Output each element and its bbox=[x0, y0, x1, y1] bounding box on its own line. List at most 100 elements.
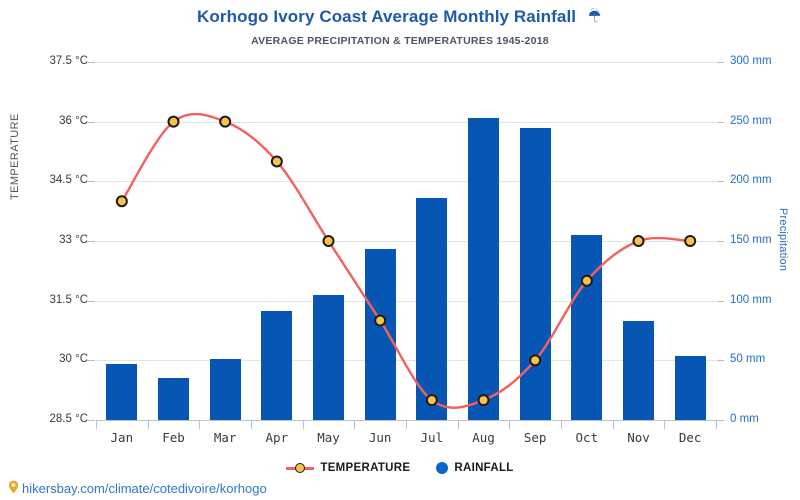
rainfall-bar[interactable] bbox=[468, 118, 499, 420]
y-axis-right-tick bbox=[717, 121, 724, 123]
temperature-point[interactable]: Jan: 34 °C bbox=[115, 195, 128, 208]
rainfall-bar[interactable] bbox=[571, 235, 603, 420]
y-axis-left-tick-label: 30 °C bbox=[59, 353, 88, 366]
y-axis-right-tick-label: 300 mm bbox=[730, 55, 772, 67]
y-axis-left-tick bbox=[88, 300, 95, 302]
rain-umbrella-icon bbox=[586, 8, 603, 30]
plot-area: Jan: 34 °C Feb: 36 °C Mar: 36 °C Apr: 35 °C… bbox=[88, 62, 724, 421]
y-axis-left-tick-label: 34.5 °C bbox=[49, 174, 88, 187]
x-axis-tick-label: Nov bbox=[627, 430, 650, 445]
x-axis-tick-label: Aug bbox=[472, 430, 495, 445]
x-axis-tick bbox=[96, 420, 97, 429]
gridline bbox=[96, 241, 716, 242]
source-link[interactable]: hikersbay.com/climate/cotedivoire/korhog… bbox=[8, 480, 267, 497]
legend-item-temperature[interactable]: TEMPERATURE bbox=[286, 462, 410, 474]
x-axis-tick bbox=[561, 420, 562, 429]
y-axis-right-tick-label: 0 mm bbox=[730, 413, 759, 425]
y-axis-right-tick-label: 50 mm bbox=[730, 353, 766, 366]
temperature-point[interactable]: Jun: 31 °C bbox=[374, 314, 387, 327]
y-axis-left-tick bbox=[88, 420, 95, 421]
temperature-point[interactable]: Aug: 29 °C bbox=[477, 394, 490, 407]
rainfall-bar[interactable] bbox=[261, 311, 293, 420]
y-axis-left-tick-label: 36 °C bbox=[59, 114, 88, 127]
legend-item-rainfall[interactable]: RAINFALL bbox=[436, 462, 513, 474]
x-axis-tick-label: Apr bbox=[265, 430, 289, 445]
x-axis-tick bbox=[199, 420, 201, 429]
legend-rainfall-label: RAINFALL bbox=[454, 462, 514, 474]
x-axis-tick bbox=[406, 420, 407, 429]
y-axis-right-tick-label: 250 mm bbox=[730, 114, 772, 127]
y-axis-right-tick bbox=[717, 62, 724, 63]
x-axis-tick-label: Dec bbox=[678, 430, 702, 445]
y-axis-left-tick bbox=[88, 181, 95, 183]
x-axis-tick bbox=[302, 420, 304, 429]
x-axis-tick-label: Jul bbox=[420, 430, 444, 445]
x-axis-tick bbox=[664, 420, 666, 429]
rainfall-bar[interactable] bbox=[364, 249, 396, 420]
y-axis-left-tick bbox=[88, 241, 95, 242]
gridline bbox=[96, 121, 716, 123]
y-axis-right-tick bbox=[717, 300, 724, 302]
temperature-point[interactable]: Nov: 33 °C bbox=[632, 235, 645, 247]
temperature-point[interactable]: May: 33 °C bbox=[322, 235, 335, 247]
rainfall-bar[interactable] bbox=[623, 320, 654, 420]
y-axis-left-tick-label: 37.5 °C bbox=[49, 55, 88, 67]
x-axis-tick bbox=[716, 420, 717, 429]
y-axis-left-tick-label: 33 °C bbox=[59, 234, 88, 246]
x-axis-tick-label: Oct bbox=[575, 430, 599, 445]
y-axis-left-tick-label: 31.5 °C bbox=[49, 293, 88, 306]
y-axis-left-tick bbox=[88, 121, 95, 123]
rainfall-bar[interactable] bbox=[674, 355, 706, 420]
temperature-point[interactable]: Dec: 33 °C bbox=[684, 235, 697, 247]
y-axis-right-tick bbox=[717, 181, 724, 183]
x-axis-tick-label: Jun bbox=[368, 430, 392, 445]
temperature-point[interactable]: Jul: 29 °C bbox=[425, 394, 438, 407]
x-axis-tick-label: Sep bbox=[523, 430, 547, 445]
legend-rainfall-marker-icon bbox=[436, 462, 449, 474]
rainfall-bar[interactable] bbox=[313, 294, 344, 420]
chart-legend: TEMPERATURE RAINFALL bbox=[0, 462, 800, 474]
rainfall-bar[interactable] bbox=[209, 359, 241, 420]
gridline bbox=[96, 300, 716, 302]
gridline bbox=[96, 360, 716, 362]
page-title: Korhogo Ivory Coast Average Monthly Rain… bbox=[0, 7, 800, 30]
y-axis-left-tick bbox=[88, 360, 95, 362]
x-axis-tick-label: May bbox=[317, 430, 340, 445]
x-axis-tick-label: Mar bbox=[213, 430, 237, 445]
rainfall-bar[interactable] bbox=[416, 198, 448, 420]
x-axis-tick bbox=[354, 420, 356, 429]
temperature-line: Jan: 34 °C Feb: 36 °C Mar: 36 °C Apr: 35 °C… bbox=[115, 112, 697, 409]
x-axis-tick bbox=[457, 420, 459, 429]
x-axis-tick bbox=[509, 420, 511, 429]
x-axis-tick bbox=[147, 420, 149, 429]
chart-title-text: Korhogo Ivory Coast Average Monthly Rain… bbox=[197, 7, 577, 26]
y-axis-right-tick bbox=[717, 241, 724, 242]
y-axis-left-tick bbox=[88, 62, 95, 63]
temperature-point[interactable]: Apr: 35 °C bbox=[270, 155, 283, 168]
source-url-text: hikersbay.com/climate/cotedivoire/korhog… bbox=[22, 481, 267, 496]
y-axis-right-tick bbox=[717, 360, 724, 362]
y-axis-left-tick-label: 28.5 °C bbox=[49, 413, 88, 425]
y-axis-right-tick-label: 100 mm bbox=[730, 293, 772, 306]
temperature-point[interactable]: Oct: 32 °C bbox=[580, 274, 593, 287]
y-axis-right-tick-label: 150 mm bbox=[730, 234, 772, 246]
gridline bbox=[96, 181, 716, 183]
x-axis-tick-label: Jan bbox=[110, 430, 134, 445]
x-axis-tick-label: Feb bbox=[162, 430, 185, 445]
x-axis-tick bbox=[251, 420, 252, 429]
rainfall-bar[interactable] bbox=[106, 363, 138, 420]
x-axis-tick bbox=[612, 420, 614, 429]
y-axis-right-tick bbox=[717, 420, 724, 421]
gridline bbox=[96, 62, 716, 63]
rainfall-bar[interactable] bbox=[158, 378, 189, 420]
legend-temperature-marker-icon bbox=[286, 462, 315, 474]
y-axis-right-tick-label: 200 mm bbox=[730, 174, 772, 187]
temperature-point[interactable]: Sep: 30 °C bbox=[529, 354, 542, 367]
chart-subtitle: AVERAGE PRECIPITATION & TEMPERATURES 194… bbox=[251, 35, 549, 47]
temperature-point[interactable]: Feb: 36 °C bbox=[167, 115, 180, 128]
rainfall-bars bbox=[96, 62, 716, 420]
location-pin-icon bbox=[8, 480, 19, 497]
legend-temperature-label: TEMPERATURE bbox=[320, 462, 411, 474]
temperature-point[interactable]: Mar: 36 °C bbox=[219, 115, 232, 128]
